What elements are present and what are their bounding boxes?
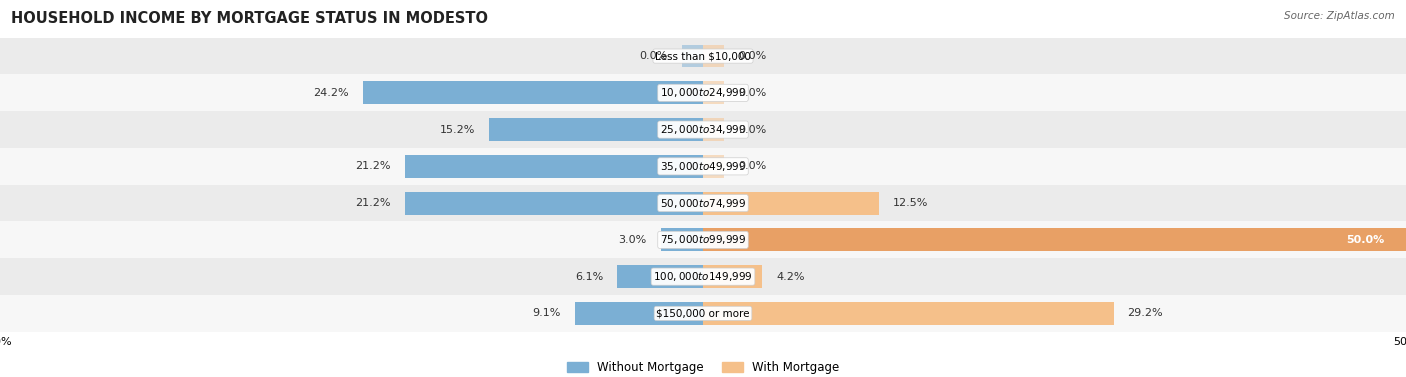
Bar [0, 222, 1406, 258]
Bar [703, 118, 724, 141]
Text: $150,000 or more: $150,000 or more [657, 308, 749, 319]
Bar [0, 111, 1406, 148]
Bar [703, 45, 724, 67]
Bar [0, 295, 1406, 332]
Text: 21.2%: 21.2% [356, 161, 391, 172]
Text: $10,000 to $24,999: $10,000 to $24,999 [659, 86, 747, 99]
Text: 0.0%: 0.0% [640, 51, 668, 61]
Bar [575, 302, 703, 325]
Text: 50.0%: 50.0% [1347, 235, 1385, 245]
Bar [661, 228, 703, 251]
Bar [703, 265, 762, 288]
Text: 29.2%: 29.2% [1128, 308, 1163, 319]
Text: 12.5%: 12.5% [893, 198, 928, 208]
Text: $25,000 to $34,999: $25,000 to $34,999 [659, 123, 747, 136]
Bar [0, 38, 1406, 75]
Bar [0, 75, 1406, 111]
Text: 3.0%: 3.0% [619, 235, 647, 245]
Bar [489, 118, 703, 141]
Bar [405, 192, 703, 215]
Text: 4.2%: 4.2% [776, 271, 804, 282]
Bar [682, 45, 703, 67]
Bar [703, 192, 879, 215]
Text: 0.0%: 0.0% [738, 88, 766, 98]
Text: 24.2%: 24.2% [314, 88, 349, 98]
Text: 15.2%: 15.2% [440, 124, 475, 135]
Bar [363, 81, 703, 104]
Bar [0, 185, 1406, 222]
Text: $75,000 to $99,999: $75,000 to $99,999 [659, 233, 747, 246]
Bar [0, 148, 1406, 185]
Text: $35,000 to $49,999: $35,000 to $49,999 [659, 160, 747, 173]
Text: $50,000 to $74,999: $50,000 to $74,999 [659, 197, 747, 210]
Bar [703, 228, 1406, 251]
Legend: Without Mortgage, With Mortgage: Without Mortgage, With Mortgage [562, 356, 844, 377]
Text: 9.1%: 9.1% [533, 308, 561, 319]
Text: $100,000 to $149,999: $100,000 to $149,999 [654, 270, 752, 283]
Text: 0.0%: 0.0% [738, 51, 766, 61]
Text: 0.0%: 0.0% [738, 161, 766, 172]
Bar [617, 265, 703, 288]
Bar [703, 81, 724, 104]
Bar [703, 155, 724, 178]
Text: 21.2%: 21.2% [356, 198, 391, 208]
Text: 6.1%: 6.1% [575, 271, 603, 282]
Text: Source: ZipAtlas.com: Source: ZipAtlas.com [1284, 11, 1395, 21]
Text: 0.0%: 0.0% [738, 124, 766, 135]
Text: Less than $10,000: Less than $10,000 [655, 51, 751, 61]
Bar [405, 155, 703, 178]
Text: HOUSEHOLD INCOME BY MORTGAGE STATUS IN MODESTO: HOUSEHOLD INCOME BY MORTGAGE STATUS IN M… [11, 11, 488, 26]
Bar [703, 302, 1114, 325]
Bar [0, 258, 1406, 295]
